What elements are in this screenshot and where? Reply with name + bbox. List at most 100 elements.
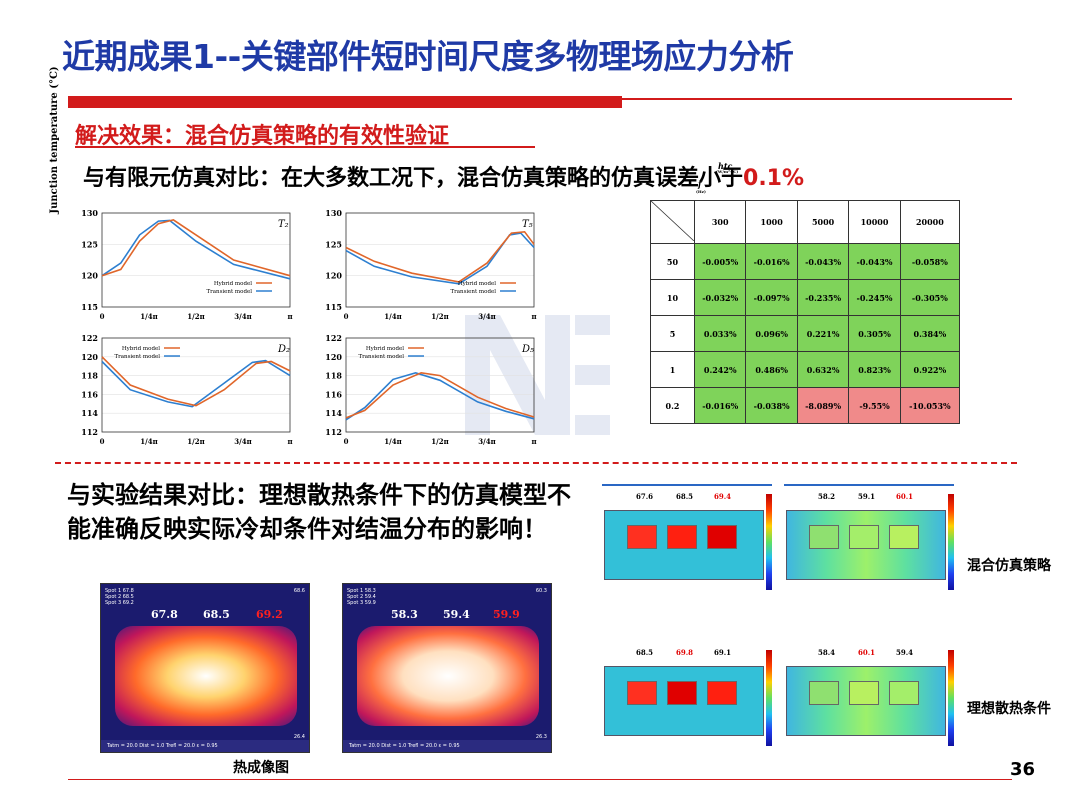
y-tick-label: 120	[325, 352, 342, 362]
fem-board	[786, 510, 946, 580]
table-cell: -0.043%	[796, 243, 850, 280]
fem-colorbar	[948, 494, 954, 590]
thermal-max-value: 68.6	[293, 588, 305, 594]
statement-highlight: 0.1%	[743, 166, 805, 191]
x-tick-label: 3/4π	[234, 437, 251, 446]
fem-chip	[849, 681, 879, 705]
thermal-spot-readout: Spot 1 67.8 Spot 2 68.5 Spot 3 69.2	[105, 588, 134, 606]
x-tick-label: 1/4π	[140, 312, 157, 321]
thermal-image-left: Spot 1 67.8 Spot 2 68.5 Spot 3 69.2 68.6…	[100, 583, 310, 753]
table-cell: 0.384%	[899, 315, 961, 352]
plot-frame	[345, 212, 535, 308]
y-tick-label: 120	[325, 271, 342, 281]
slide-title: 近期成果1--关键部件短时间尺度多物理场应力分析	[62, 37, 794, 76]
y-tick-label: 130	[325, 208, 342, 218]
x-tick-label: 3/4π	[234, 312, 251, 321]
thermal-max-value: 60.3	[535, 588, 547, 594]
table-cell: -0.245%	[848, 279, 901, 316]
y-tick-label: 115	[325, 302, 342, 312]
table-cell: 0.096%	[745, 315, 798, 352]
table-cell: -0.235%	[796, 279, 850, 316]
table-cell: -0.038%	[745, 387, 798, 424]
x-tick-label: π	[531, 312, 536, 321]
plot-frame	[101, 337, 291, 433]
fem-colorbar	[766, 650, 772, 746]
x-tick-label: 3/4π	[478, 437, 495, 446]
series-hybrid	[101, 356, 291, 407]
fem-chip	[809, 681, 839, 705]
y-tick-label: 118	[325, 371, 342, 381]
table-cell: -8.089%	[796, 387, 850, 424]
series-transient	[345, 232, 535, 285]
statement-text: 与有限元仿真对比：在大多数工况下，混合仿真策略的仿真误差小于	[83, 166, 744, 191]
table-corner-cell: htc (W/m²·°C) f (Hz)	[650, 161, 738, 244]
fem-board	[786, 666, 946, 736]
table-row: 50 -0.005% -0.016% -0.043% -0.043% -0.058%	[650, 243, 961, 280]
table-row-header: 5	[650, 315, 695, 352]
table-row: 10 -0.032% -0.097% -0.235% -0.245% -0.305%	[650, 279, 961, 316]
fem-ideal-left: 68.5 69.8 69.1	[602, 642, 772, 750]
x-tick-label: π	[531, 437, 536, 446]
panel-label: D₂	[277, 344, 290, 355]
table-col-header: 20000	[899, 200, 961, 244]
thermal-footer: Tatm = 20.0 Dist = 1.0 Trefl = 20.0 ε = …	[101, 740, 309, 752]
table-cell: -0.043%	[848, 243, 901, 280]
fem-chip	[667, 681, 697, 705]
table-cell: 0.221%	[796, 315, 850, 352]
x-tick-label: 1/4π	[140, 437, 157, 446]
series-transient	[101, 359, 291, 408]
error-table: htc (W/m²·°C) f (Hz) 300 1000 5000 10000…	[650, 161, 961, 424]
y-tick-label: 114	[325, 408, 342, 418]
thermal-spot-readout: Spot 1 58.3 Spot 2 59.4 Spot 3 59.9	[347, 588, 376, 606]
page-number: 36	[1010, 759, 1036, 780]
y-tick-label: 130	[81, 208, 98, 218]
thermal-spot-label: 58.3	[391, 608, 418, 621]
x-tick-label: 0	[100, 312, 105, 321]
chart-D2: 122 120 118 116 114 112 0 1/4π 1/2π 3/4π π D₂ Hybrid…	[68, 330, 298, 450]
fem-chip	[707, 525, 737, 549]
section-subtitle: 解决效果：混合仿真策略的有效性验证	[75, 124, 450, 149]
table-cell: 0.486%	[745, 351, 798, 388]
thermal-spot-label: 59.9	[493, 608, 520, 621]
legend-hybrid-label: Hybrid model	[366, 346, 404, 352]
x-tick-label: 1/4π	[384, 437, 401, 446]
thermal-spot-label: 59.4	[443, 608, 470, 621]
y-tick-label: 120	[81, 271, 98, 281]
experiment-comparison-text: 与实验结果对比：理想散热条件下的仿真模型不能准确反映实际冷却条件对结温分布的影响…	[67, 481, 571, 543]
fem-hybrid-left: 67.6 68.5 69.4	[602, 484, 772, 592]
fem-chip	[707, 681, 737, 705]
fem-chip	[809, 525, 839, 549]
chart-D5: 122 120 118 116 114 112 0 1/4π 1/2π 3/4π π D₅ Hybrid…	[312, 330, 542, 450]
title-accent-bar	[68, 96, 622, 108]
y-tick-label: 125	[325, 239, 342, 249]
series-hybrid	[101, 219, 291, 277]
y-tick-label: 116	[325, 389, 342, 399]
x-tick-label: 3/4π	[478, 312, 495, 321]
watermark-logo	[465, 315, 610, 435]
series-transient	[101, 219, 291, 280]
table-row: 0.2 -0.016% -0.038% -8.089% -9.55% -10.053%	[650, 387, 961, 424]
table-cell: -0.097%	[745, 279, 798, 316]
subtitle-underline	[75, 146, 535, 148]
fem-colorbar	[766, 494, 772, 590]
series-transient	[345, 371, 535, 421]
table-col-header: 1000	[745, 200, 798, 244]
fem-board	[604, 666, 764, 736]
y-tick-label: 120	[81, 352, 98, 362]
table-row-header: 1	[650, 351, 695, 388]
table-row: 5 0.033% 0.096% 0.221% 0.305% 0.384%	[650, 315, 961, 352]
thermal-min-value: 26.3	[535, 734, 547, 740]
thermal-spot-label: 67.8	[151, 608, 178, 621]
fem-chip	[889, 681, 919, 705]
fem-chip	[667, 525, 697, 549]
table-col-header: 300	[693, 200, 747, 244]
y-tick-label: 125	[81, 239, 98, 249]
panel-label: D₅	[521, 344, 534, 355]
plot-frame	[345, 337, 535, 433]
series-hybrid	[345, 230, 535, 283]
y-tick-label: 115	[81, 302, 98, 312]
thermal-min-value: 26.4	[293, 734, 305, 740]
x-tick-label: 1/2π	[431, 437, 448, 446]
table-cell: 0.823%	[848, 351, 901, 388]
legend-transient-label: Transient model	[206, 289, 252, 295]
